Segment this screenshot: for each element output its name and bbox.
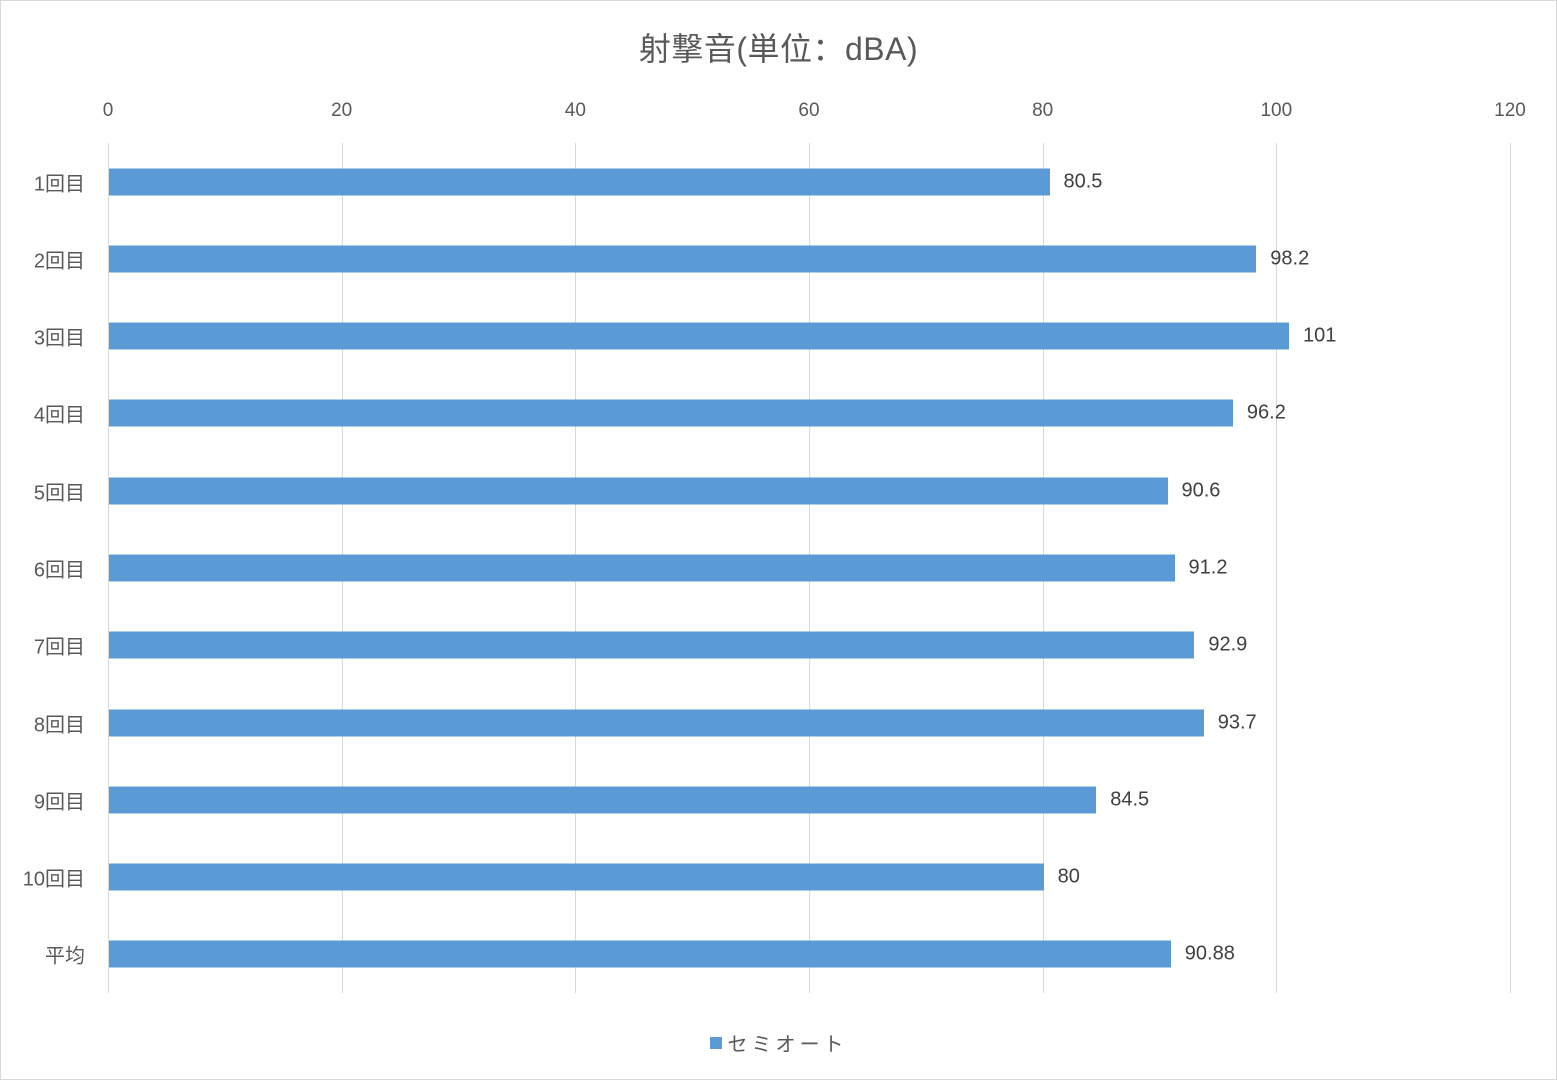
category-label: 1回目	[33, 173, 85, 196]
data-value-label: 101	[1303, 324, 1337, 347]
data-bar[interactable]	[109, 631, 1195, 659]
category-label: 5回目	[33, 482, 85, 505]
data-value-label: 90.6	[1181, 479, 1221, 502]
legend-label: セミオート	[727, 1034, 848, 1056]
data-bar[interactable]	[109, 554, 1175, 582]
data-bar[interactable]	[109, 477, 1168, 505]
category-label: 平均	[45, 945, 85, 968]
data-bar[interactable]	[109, 709, 1204, 737]
data-value-label: 84.5	[1110, 788, 1150, 811]
data-bar[interactable]	[109, 168, 1050, 196]
data-bar[interactable]	[109, 245, 1257, 273]
data-value-label: 98.2	[1270, 247, 1310, 270]
category-label: 4回目	[33, 404, 85, 427]
data-bar[interactable]	[109, 863, 1044, 891]
x-axis-tick-label: 100	[1260, 100, 1293, 121]
legend-swatch-icon	[709, 1036, 722, 1049]
gridline	[1510, 143, 1511, 993]
data-value-label: 91.2	[1188, 556, 1228, 579]
x-axis-tick-label: 20	[331, 100, 353, 121]
category-label: 10回目	[22, 868, 85, 891]
category-label: 3回目	[33, 327, 85, 350]
x-axis-tick-label: 120	[1494, 100, 1526, 121]
gridline	[1276, 143, 1277, 993]
legend: セミオート	[0, 1028, 1557, 1057]
data-bar[interactable]	[109, 322, 1290, 350]
category-label: 6回目	[33, 559, 85, 582]
data-bar[interactable]	[109, 940, 1171, 968]
data-bar[interactable]	[109, 786, 1097, 814]
y-axis-line	[108, 143, 109, 993]
data-value-label: 90.88	[1184, 942, 1235, 965]
data-value-label: 93.7	[1217, 711, 1257, 734]
data-value-label: 92.9	[1208, 633, 1248, 656]
chart-title: 射撃音(単位：dBA)	[638, 31, 919, 67]
data-value-label: 96.2	[1246, 401, 1286, 424]
x-axis-tick-label: 80	[1032, 100, 1054, 121]
data-bar[interactable]	[109, 399, 1233, 427]
data-value-label: 80	[1057, 865, 1080, 888]
data-value-label: 80.5	[1063, 170, 1103, 193]
x-axis-tick-label: 40	[564, 100, 586, 121]
category-label: 9回目	[33, 791, 85, 814]
x-axis-tick-label: 60	[798, 100, 820, 121]
category-label: 2回目	[33, 250, 85, 273]
category-label: 8回目	[33, 714, 85, 737]
category-label: 7回目	[33, 636, 85, 659]
x-axis-tick-label: 0	[102, 100, 114, 121]
